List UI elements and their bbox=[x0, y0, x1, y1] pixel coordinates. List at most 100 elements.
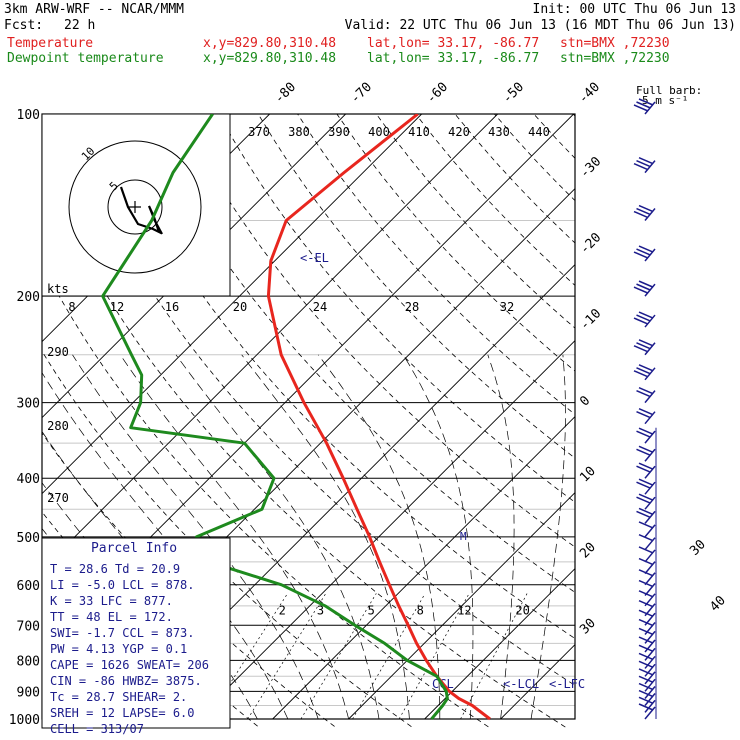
wind-barb-flag bbox=[636, 411, 651, 419]
wind-barb-staff bbox=[644, 647, 656, 661]
theta-label: 410 bbox=[408, 125, 430, 139]
wind-legend-unit: 5 m s⁻¹ bbox=[642, 94, 688, 107]
dry-adiabat-line bbox=[42, 167, 568, 728]
dry-adiabat-line bbox=[297, 114, 575, 415]
isotherm-line bbox=[42, 114, 346, 419]
wind-barb-staff bbox=[644, 686, 656, 699]
temperature-legend: Temperature bbox=[7, 36, 94, 51]
dry-adiabat-line bbox=[61, 114, 575, 686]
temperature-trace bbox=[266, 114, 491, 721]
isotherm-line bbox=[196, 340, 575, 720]
dry-adiabat-line bbox=[179, 114, 575, 548]
wind-barb-staff bbox=[644, 693, 656, 707]
isotherm-label: 30 bbox=[577, 616, 599, 638]
wind-barb-flag bbox=[633, 162, 649, 171]
theta-label: 370 bbox=[248, 125, 270, 139]
wind-barb-flag bbox=[638, 546, 654, 554]
wind-barb-flag bbox=[638, 408, 654, 416]
wind-barb-staff bbox=[644, 639, 656, 653]
wind-barb-flag bbox=[636, 367, 651, 375]
wind-barb-flag bbox=[633, 210, 649, 219]
wind-barb-flag bbox=[638, 364, 654, 372]
speed-scale-label: 32 bbox=[500, 300, 514, 314]
mixing-ratio-label: 12 bbox=[457, 604, 471, 618]
dewpoint-latlon: lat,lon= 33.17, -86.77 bbox=[367, 51, 540, 66]
hodograph-ring-outer bbox=[68, 140, 202, 274]
wind-barb-staff bbox=[644, 630, 656, 644]
dry-adiabat-line bbox=[454, 114, 575, 244]
mixing-ratio-label: 8 bbox=[417, 604, 424, 618]
forecast-label: Fcst: bbox=[4, 18, 44, 33]
forecast-hour: 22 h bbox=[64, 18, 96, 33]
wind-barb-flag bbox=[636, 207, 651, 216]
isotherm-label: -50 bbox=[500, 80, 527, 107]
wind-barb-flag bbox=[636, 283, 651, 291]
dewpoint-legend: Dewpoint temperature bbox=[7, 51, 164, 66]
wind-barb-staff bbox=[644, 706, 656, 720]
pressure-label: 1000 bbox=[9, 713, 40, 728]
speed-scale-label: 20 bbox=[233, 300, 247, 314]
dry-adiabat-line bbox=[139, 114, 575, 593]
wind-barb-flag bbox=[638, 627, 654, 636]
wind-barb-flag bbox=[636, 430, 651, 438]
pressure-label: 500 bbox=[17, 531, 40, 546]
wind-barb-flag bbox=[636, 465, 651, 473]
parcel-row: CIN = -86 HWBZ= 3875. bbox=[50, 674, 202, 688]
dry-adiabat-line bbox=[533, 114, 575, 159]
wind-barb-flag bbox=[638, 569, 654, 577]
wind-barb-flag bbox=[633, 286, 649, 294]
moist-adiabat-line bbox=[402, 354, 474, 720]
isotherm-label: -30 bbox=[577, 154, 604, 181]
isotherm-label: 10 bbox=[577, 464, 599, 486]
pressure-label: 100 bbox=[17, 108, 40, 123]
dry-adiabat-line bbox=[613, 114, 740, 732]
moist-adiabat-line bbox=[530, 354, 566, 720]
wind-barb-flag bbox=[638, 644, 654, 653]
dry-adiabat-line bbox=[257, 114, 575, 459]
hodograph-units-label: kts bbox=[47, 282, 69, 296]
valid-time: Valid: 22 UTC Thu 06 Jun 13 (16 MDT Thu … bbox=[344, 18, 736, 33]
parcel-row: LI = -5.0 LCL = 878. bbox=[50, 578, 195, 592]
wind-barb-flag bbox=[636, 101, 651, 109]
wind-barb-flag bbox=[638, 493, 654, 501]
moist-adiabat-line bbox=[241, 354, 410, 720]
isotherm-label-right: 30 bbox=[687, 537, 709, 559]
isotherm-line bbox=[424, 568, 575, 720]
plot-border bbox=[41, 113, 576, 720]
wind-legend-title: Full barb: bbox=[636, 84, 702, 97]
parcel-row: K = 33 LFC = 877. bbox=[50, 594, 173, 608]
dry-adiabat-line bbox=[415, 114, 575, 286]
isotherm-line bbox=[577, 114, 740, 719]
moist-adiabat-line bbox=[72, 354, 319, 720]
wind-barb-flag bbox=[636, 342, 651, 350]
hodograph-origin bbox=[129, 201, 141, 213]
dry-adiabat-line bbox=[652, 114, 740, 732]
pressure-label: 700 bbox=[17, 619, 40, 634]
hodograph-box bbox=[41, 113, 231, 297]
dry-adiabat-line bbox=[494, 114, 575, 202]
temperature-latlon: lat,lon= 33.17, -86.77 bbox=[367, 36, 540, 51]
isotherm-label: -40 bbox=[576, 80, 603, 107]
wind-barb-flag bbox=[638, 703, 654, 711]
theta-label: 430 bbox=[488, 125, 510, 139]
wind-barb-staff bbox=[644, 678, 656, 692]
wind-barb-flag bbox=[638, 245, 654, 253]
isotherm-label: -80 bbox=[272, 80, 299, 107]
isotherm-label: -10 bbox=[577, 306, 604, 333]
wind-barb-flag bbox=[638, 579, 654, 588]
theta-label: 440 bbox=[528, 125, 550, 139]
dewpoint-station: stn=BMX ,72230 bbox=[560, 51, 670, 66]
el-annotation: <-EL bbox=[300, 251, 329, 265]
wind-barb-staff bbox=[644, 537, 656, 551]
theta-label: 390 bbox=[328, 125, 350, 139]
moist-adiabat-line bbox=[119, 354, 349, 720]
isotherm-line bbox=[272, 416, 575, 720]
dry-adiabat-line bbox=[42, 263, 491, 728]
theta-left-label: 270 bbox=[47, 491, 69, 505]
wind-barb-flag bbox=[638, 682, 654, 691]
speed-scale-label: 28 bbox=[405, 300, 419, 314]
wind-barb-flag bbox=[638, 668, 654, 676]
dry-adiabat-line bbox=[572, 114, 575, 117]
isotherm-label: -20 bbox=[577, 230, 604, 257]
